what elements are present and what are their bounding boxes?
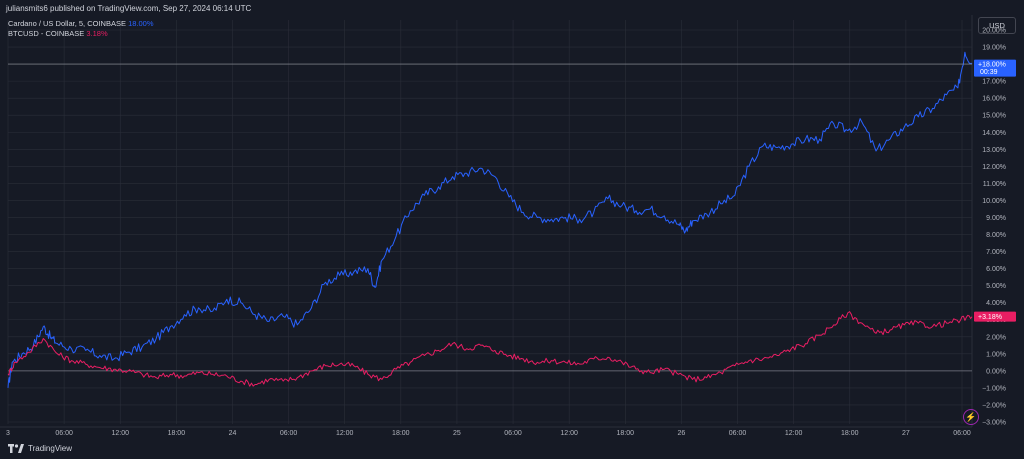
x-tick-label: 12:00 xyxy=(560,430,578,437)
price-label-ada: +18.00% xyxy=(978,62,1006,69)
legend-value: 18.00% xyxy=(128,19,154,28)
y-tick-label: 1.00% xyxy=(986,351,1006,358)
x-tick-label: 25 xyxy=(453,430,461,437)
y-tick-label: 16.00% xyxy=(982,96,1006,103)
legend-value: 3.18% xyxy=(86,29,108,38)
publish-info: juliansmits6 published on TradingView.co… xyxy=(6,4,252,13)
legend-label: BTCUSD - COINBASE xyxy=(8,29,85,38)
x-tick-label: 06:00 xyxy=(280,430,298,437)
y-tick-label: 8.00% xyxy=(986,232,1006,239)
x-tick-label: 06:00 xyxy=(729,430,747,437)
x-tick-label: 18:00 xyxy=(617,430,635,437)
x-tick-label: 3 xyxy=(6,430,10,437)
y-tick-label: −3.00% xyxy=(982,420,1006,427)
legend-item-ada[interactable]: Cardano / US Dollar, 5, COINBASE 18.00% xyxy=(8,19,154,28)
y-tick-label: 12.00% xyxy=(982,164,1006,171)
legend-label: Cardano / US Dollar, 5, COINBASE xyxy=(8,19,126,28)
y-tick-label: 15.00% xyxy=(982,113,1006,120)
series-line-ada xyxy=(7,51,973,388)
y-tick-label: 19.00% xyxy=(982,45,1006,52)
lightning-icon[interactable]: ⚡ xyxy=(963,409,979,425)
x-tick-label: 24 xyxy=(229,430,237,437)
x-tick-label: 12:00 xyxy=(111,430,129,437)
y-tick-label: 0.00% xyxy=(986,368,1006,375)
brand-label: TradingView xyxy=(28,444,73,453)
x-tick-label: 27 xyxy=(902,430,910,437)
price-label-btc-bg xyxy=(974,311,1016,322)
y-tick-label: 2.00% xyxy=(986,334,1006,341)
y-tick-label: 9.00% xyxy=(986,215,1006,222)
y-tick-label: 13.00% xyxy=(982,147,1006,154)
y-tick-label: 11.00% xyxy=(983,181,1006,188)
legend-item-btc[interactable]: BTCUSD - COINBASE 3.18% xyxy=(8,29,108,38)
y-tick-label: −1.00% xyxy=(982,385,1006,392)
tradingview-logo-icon xyxy=(8,444,24,453)
x-tick-label: 18:00 xyxy=(168,430,186,437)
countdown-label: 00:39 xyxy=(980,69,998,76)
y-tick-label: 10.00% xyxy=(982,198,1006,205)
price-label-ada-bg xyxy=(974,59,1016,77)
y-tick-label: −2.00% xyxy=(982,402,1006,409)
y-tick-label: 20.00% xyxy=(982,28,1006,35)
series-line-btc xyxy=(7,311,973,387)
y-tick-label: 14.00% xyxy=(982,130,1006,137)
footer-brand[interactable]: TradingView xyxy=(8,444,72,453)
x-tick-label: 06:00 xyxy=(55,430,73,437)
x-tick-label: 12:00 xyxy=(336,430,354,437)
y-tick-label: 5.00% xyxy=(986,283,1006,290)
x-tick-label: 12:00 xyxy=(785,430,803,437)
x-tick-label: 18:00 xyxy=(841,430,859,437)
y-tick-label: 7.00% xyxy=(986,249,1006,256)
y-tick-label: 17.00% xyxy=(982,79,1006,86)
currency-button[interactable]: USD xyxy=(978,17,1016,34)
x-tick-label: 06:00 xyxy=(504,430,522,437)
x-tick-label: 26 xyxy=(678,430,686,437)
y-tick-label: 6.00% xyxy=(986,266,1006,273)
x-tick-label: 18:00 xyxy=(392,430,410,437)
y-tick-label: 4.00% xyxy=(986,300,1006,307)
x-tick-label: 06:00 xyxy=(953,430,971,437)
price-label-btc: +3.18% xyxy=(978,314,1002,321)
